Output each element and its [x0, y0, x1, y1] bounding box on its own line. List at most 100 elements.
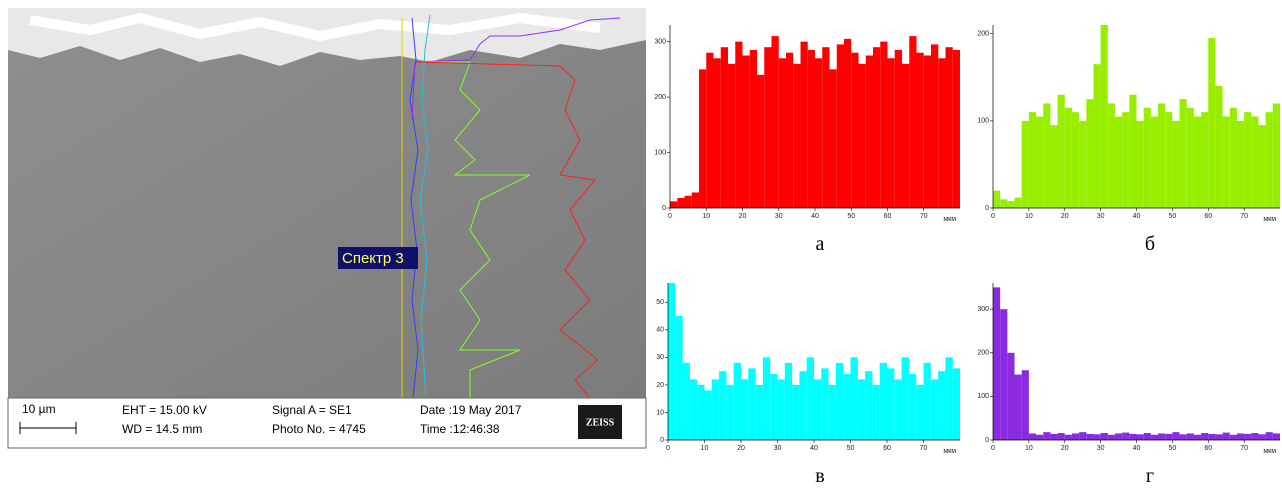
bar	[684, 195, 692, 208]
y-tick-label: 200	[654, 94, 666, 101]
bar	[1158, 103, 1166, 208]
x-tick-label: 60	[884, 213, 892, 220]
bar	[807, 49, 815, 208]
bar	[733, 362, 741, 440]
x-tick-label: 70	[920, 445, 928, 452]
x-tick-label: 60	[1204, 445, 1212, 452]
bar	[697, 384, 705, 440]
bar	[800, 41, 808, 208]
caption: в	[815, 465, 824, 487]
bar	[887, 368, 895, 440]
bar	[1014, 374, 1022, 440]
bar	[1107, 434, 1115, 440]
caption: г	[1146, 465, 1154, 487]
bar	[1086, 99, 1094, 208]
bar	[1136, 434, 1144, 440]
bar	[945, 47, 953, 208]
bar	[1064, 434, 1072, 440]
bar	[1071, 433, 1080, 440]
bar	[916, 52, 924, 209]
y-tick-label: 200	[977, 31, 989, 38]
bar	[901, 357, 909, 440]
bar	[1136, 120, 1144, 208]
bar	[821, 368, 829, 440]
bar	[1258, 125, 1266, 208]
profile-line	[418, 61, 531, 398]
y-tick-label: 0	[985, 437, 989, 444]
bar	[843, 373, 851, 440]
scale-bar-label: 10 µm	[22, 402, 56, 416]
info-bar	[7, 397, 647, 449]
date: Date :19 May 2017	[420, 403, 522, 417]
bar	[1244, 433, 1252, 440]
bar	[784, 362, 793, 440]
bar	[735, 41, 743, 208]
bar	[938, 58, 946, 208]
x-axis-label: мкм	[1263, 216, 1276, 223]
bar	[1021, 120, 1029, 208]
bar	[1086, 433, 1094, 440]
x-tick-label: 10	[701, 445, 709, 452]
x-tick-label: 0	[991, 445, 995, 452]
y-tick-label: 300	[654, 38, 666, 45]
bar	[1007, 201, 1015, 208]
bar	[777, 379, 785, 440]
bar	[1036, 116, 1044, 208]
bar	[1193, 116, 1202, 208]
bar	[879, 362, 887, 440]
bar	[873, 47, 881, 208]
bar	[1114, 433, 1123, 440]
bar	[1172, 120, 1180, 208]
bar	[1014, 197, 1022, 208]
bar	[1000, 309, 1008, 440]
bar	[857, 379, 866, 440]
bar	[757, 74, 765, 208]
bar	[850, 357, 858, 440]
bar	[726, 384, 734, 440]
bar	[1236, 120, 1245, 208]
bar	[1093, 434, 1101, 440]
bar	[1093, 64, 1101, 208]
bar	[923, 55, 931, 208]
bar	[872, 384, 880, 440]
x-tick-label: 50	[1168, 445, 1176, 452]
y-tick-label: 0	[662, 205, 666, 212]
x-tick-label: 0	[991, 213, 995, 220]
bar	[829, 69, 837, 208]
bar	[1222, 116, 1230, 208]
bar	[670, 201, 678, 208]
y-tick-label: 100	[977, 118, 989, 125]
bar	[1208, 38, 1216, 209]
bar	[1028, 112, 1037, 208]
y-tick-label: 30	[656, 354, 664, 361]
bar	[1272, 433, 1280, 440]
bar	[894, 49, 902, 208]
profile-line	[419, 14, 431, 399]
bar	[931, 44, 939, 209]
bar	[1215, 86, 1223, 208]
x-tick-label: 70	[920, 213, 928, 220]
x-tick-label: 0	[668, 213, 672, 220]
bar	[771, 36, 779, 208]
y-tick-label: 40	[656, 327, 664, 334]
bar	[1021, 370, 1029, 440]
bar	[728, 63, 736, 209]
bar	[762, 357, 771, 440]
bar	[720, 47, 728, 208]
x-tick-label: 50	[847, 445, 855, 452]
bar	[677, 198, 685, 208]
bar	[1071, 112, 1080, 208]
x-tick-label: 10	[1025, 445, 1033, 452]
bar	[704, 390, 712, 440]
y-tick-label: 200	[977, 350, 989, 357]
bar	[1043, 432, 1051, 440]
bar	[916, 384, 924, 440]
bar	[719, 371, 727, 440]
bar	[1122, 432, 1130, 440]
bar	[1165, 112, 1173, 208]
bar	[908, 373, 917, 440]
x-axis-label: мкм	[943, 216, 956, 223]
bar	[945, 357, 953, 440]
bar	[1036, 434, 1044, 440]
